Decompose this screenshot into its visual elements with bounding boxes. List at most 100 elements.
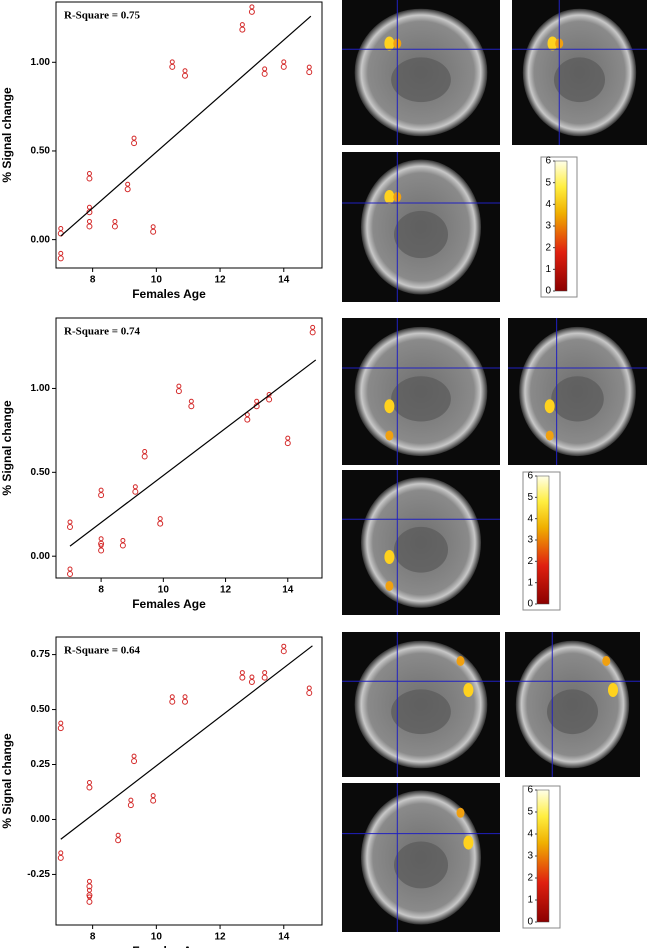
x-tick-label: 12 xyxy=(220,585,232,596)
data-point xyxy=(261,670,268,681)
activation-blob xyxy=(384,190,395,204)
activation-blob xyxy=(545,430,554,441)
colorbar-tick-label: 6 xyxy=(527,785,533,796)
colorbar-tick-label: 3 xyxy=(545,221,551,232)
data-point xyxy=(188,398,195,410)
activation-blob xyxy=(608,683,618,697)
activation-blob xyxy=(463,835,474,850)
activation-blob xyxy=(463,683,474,697)
y-tick-label: 0.00 xyxy=(31,551,51,562)
colorbar-tick-label: 3 xyxy=(527,535,533,546)
fit-line xyxy=(60,645,313,840)
brain-inner xyxy=(391,689,451,735)
data-point xyxy=(115,832,122,844)
y-tick-label: 1.00 xyxy=(31,383,51,394)
activation-blob xyxy=(384,550,395,564)
data-point xyxy=(239,22,246,33)
plot-frame xyxy=(55,636,323,926)
colorbar-tick-label: 0 xyxy=(527,917,533,928)
x-tick-label: 14 xyxy=(282,585,294,596)
colorbar-tick-label: 1 xyxy=(527,577,533,588)
chart-title: R-Square = 0.75 xyxy=(64,10,141,22)
colorbar xyxy=(536,789,550,923)
y-axis-label: % Signal change xyxy=(0,87,14,183)
fit-line xyxy=(69,359,317,547)
data-point xyxy=(280,59,287,70)
data-point xyxy=(306,64,313,76)
x-tick-label: 10 xyxy=(151,932,163,943)
brain-inner xyxy=(393,210,449,259)
data-point xyxy=(98,487,105,499)
data-point xyxy=(131,753,138,765)
data-point xyxy=(131,135,138,147)
colorbar-tick-label: 2 xyxy=(527,873,533,884)
data-point xyxy=(150,793,157,804)
data-point xyxy=(67,566,74,577)
colorbar-tick-label: 5 xyxy=(527,492,533,503)
x-axis-label: Females Age xyxy=(132,287,206,301)
data-point xyxy=(86,894,93,905)
y-tick-label: 0.50 xyxy=(31,467,51,478)
y-axis-label: % Signal change xyxy=(0,733,14,829)
activation-blob xyxy=(384,399,395,414)
brain-inner xyxy=(393,841,449,889)
y-tick-label: 0.50 xyxy=(31,704,51,715)
data-point xyxy=(169,59,176,70)
x-tick-label: 8 xyxy=(90,275,96,286)
chart-title: R-Square = 0.74 xyxy=(64,326,141,338)
colorbar-tick-label: 0 xyxy=(527,599,533,610)
colorbar xyxy=(536,475,550,605)
x-axis-label: Females Age xyxy=(132,944,206,948)
y-tick-label: 1.00 xyxy=(31,57,51,68)
data-point xyxy=(150,224,157,235)
data-point xyxy=(67,519,74,530)
data-point xyxy=(280,643,287,655)
data-point xyxy=(86,780,93,791)
y-tick-label: 0.00 xyxy=(31,814,51,825)
activation-blob xyxy=(456,807,465,818)
x-tick-label: 8 xyxy=(98,585,104,596)
data-point xyxy=(98,542,105,554)
data-point xyxy=(157,516,164,527)
plot-frame xyxy=(55,1,323,269)
data-point xyxy=(284,435,291,447)
x-tick-label: 14 xyxy=(278,932,290,943)
data-point xyxy=(239,670,246,681)
fit-line xyxy=(60,15,312,237)
data-point xyxy=(253,398,260,410)
activation-blob xyxy=(544,399,555,414)
x-tick-label: 12 xyxy=(214,932,226,943)
chart-title: R-Square = 0.64 xyxy=(64,645,141,657)
colorbar-tick-label: 2 xyxy=(527,556,533,567)
y-tick-label: 0.50 xyxy=(31,146,51,157)
colorbar-tick-label: 5 xyxy=(545,177,551,188)
data-point xyxy=(132,484,139,495)
colorbar-tick-label: 1 xyxy=(527,895,533,906)
data-point xyxy=(127,797,134,809)
y-tick-label: 0.25 xyxy=(31,759,51,770)
colorbar-tick-label: 4 xyxy=(545,199,551,210)
data-point xyxy=(182,694,189,705)
x-tick-label: 14 xyxy=(278,275,290,286)
data-point xyxy=(119,537,126,549)
y-tick-label: -0.25 xyxy=(27,869,50,880)
y-axis-label: % Signal change xyxy=(0,400,14,496)
activation-blob xyxy=(602,656,611,666)
colorbar-tick-label: 0 xyxy=(545,286,551,297)
colorbar-tick-label: 4 xyxy=(527,513,533,524)
brain-inner xyxy=(393,526,449,573)
activation-blob xyxy=(456,656,465,666)
activation-blob xyxy=(384,36,395,51)
x-tick-label: 8 xyxy=(90,932,96,943)
x-tick-label: 10 xyxy=(151,275,163,286)
colorbar-tick-label: 5 xyxy=(527,807,533,818)
data-point xyxy=(261,66,268,77)
data-point xyxy=(248,674,255,685)
y-tick-label: 0.75 xyxy=(31,649,51,660)
data-point xyxy=(169,694,176,705)
x-tick-label: 10 xyxy=(158,585,170,596)
data-point xyxy=(306,685,313,696)
x-tick-label: 12 xyxy=(214,275,226,286)
colorbar xyxy=(554,160,568,292)
